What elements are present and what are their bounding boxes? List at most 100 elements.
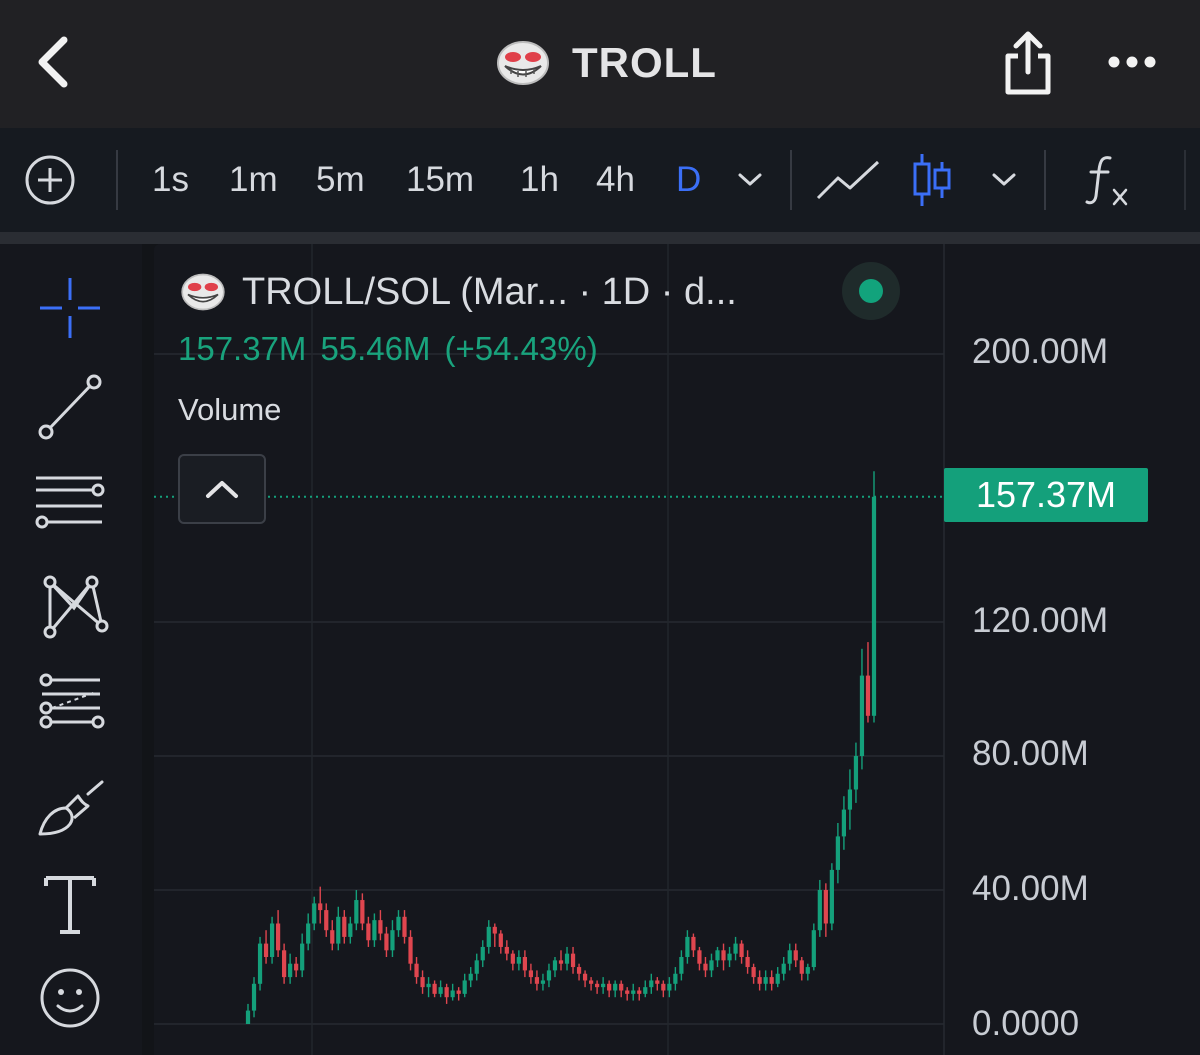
candle-body bbox=[595, 983, 600, 988]
candle-body bbox=[378, 920, 383, 934]
text-icon[interactable] bbox=[30, 864, 110, 944]
candle-body bbox=[402, 916, 407, 937]
market-status-dot bbox=[842, 262, 900, 320]
interval-4h[interactable]: 4h bbox=[596, 160, 635, 199]
interval-15m[interactable]: 15m bbox=[406, 160, 475, 199]
interval-1s[interactable]: 1s bbox=[152, 160, 189, 199]
troll-face-icon bbox=[181, 273, 225, 311]
interval-5m[interactable]: 5m bbox=[316, 160, 365, 199]
troll-face-icon bbox=[497, 41, 549, 85]
candle-body bbox=[582, 973, 588, 981]
candle-body bbox=[408, 936, 413, 964]
candle-body bbox=[649, 980, 654, 988]
candle-body bbox=[691, 936, 696, 951]
change-percent: (+54.43%) bbox=[444, 330, 598, 367]
fib-retracement-icon[interactable] bbox=[30, 666, 110, 746]
candle-body bbox=[504, 946, 509, 954]
candle-body bbox=[498, 933, 503, 947]
candle-body bbox=[769, 977, 774, 984]
candle-body bbox=[853, 756, 859, 790]
indicator-label[interactable]: Volume bbox=[178, 392, 282, 427]
candle-body bbox=[450, 990, 455, 998]
candle-body bbox=[444, 987, 449, 998]
candle-body bbox=[366, 923, 371, 941]
candle-body bbox=[661, 983, 666, 991]
candle-body bbox=[757, 977, 762, 984]
y-tick-label: 40.00M bbox=[972, 869, 1089, 908]
candle-body bbox=[643, 987, 648, 994]
interval-1h[interactable]: 1h bbox=[520, 160, 559, 199]
candle-body bbox=[396, 916, 401, 931]
candle-body bbox=[300, 943, 305, 971]
emoji-icon[interactable] bbox=[30, 958, 110, 1038]
line-chart-icon[interactable] bbox=[816, 158, 880, 202]
trend-line-icon[interactable] bbox=[30, 366, 110, 446]
symbol-row[interactable]: TROLL/SOL (Mar... · 1D · d... bbox=[180, 266, 737, 318]
share-icon[interactable] bbox=[998, 30, 1058, 98]
parallel-lines-icon[interactable] bbox=[30, 466, 110, 546]
crosshair-icon[interactable] bbox=[30, 268, 110, 348]
add-indicator-icon[interactable] bbox=[24, 154, 76, 206]
candle-body bbox=[552, 960, 558, 971]
candle-body bbox=[859, 675, 865, 756]
chevron-down-icon[interactable] bbox=[990, 168, 1018, 192]
candle-body bbox=[384, 933, 389, 951]
candle-body bbox=[739, 943, 744, 957]
brush-icon[interactable] bbox=[30, 764, 110, 844]
candle-body bbox=[251, 983, 257, 1011]
candle-body bbox=[288, 963, 293, 978]
candle-body bbox=[564, 953, 570, 964]
candle-body bbox=[763, 977, 768, 984]
candle-body bbox=[360, 900, 365, 924]
candle-body bbox=[330, 930, 335, 944]
candle-body bbox=[829, 869, 834, 924]
candle-body bbox=[558, 960, 564, 964]
candle-body bbox=[871, 496, 877, 716]
ohlc-values: 157.37M 55.46M (+54.43%) bbox=[178, 330, 612, 368]
candle-body bbox=[354, 900, 359, 924]
candle-body bbox=[306, 923, 311, 944]
candle-body bbox=[697, 950, 702, 964]
candle-body bbox=[275, 923, 281, 951]
candle-body bbox=[318, 903, 323, 911]
y-tick-label: 80.00M bbox=[972, 734, 1089, 773]
candle-body bbox=[480, 946, 485, 961]
candle-body bbox=[257, 943, 263, 984]
candle-body bbox=[637, 990, 642, 994]
chevron-down-icon[interactable] bbox=[736, 168, 764, 192]
candle-body bbox=[793, 950, 798, 961]
candle-body bbox=[540, 980, 546, 984]
drawing-tools-sidebar bbox=[0, 244, 142, 1055]
interval-d[interactable]: D bbox=[676, 160, 702, 199]
candle-body bbox=[312, 903, 317, 924]
candlestick-icon[interactable] bbox=[910, 152, 954, 208]
candle-body bbox=[534, 977, 540, 984]
function-icon[interactable] bbox=[1084, 152, 1134, 208]
candle-body bbox=[715, 950, 720, 961]
pattern-icon[interactable] bbox=[30, 566, 110, 646]
candle-body bbox=[263, 943, 269, 957]
candle-body bbox=[679, 957, 684, 974]
chevron-up-icon bbox=[206, 481, 238, 498]
y-tick-label: 0.0000 bbox=[972, 1004, 1080, 1043]
collapse-legend-button[interactable] bbox=[178, 454, 266, 524]
chevron-left-icon[interactable] bbox=[30, 30, 78, 94]
candle-body bbox=[805, 967, 810, 974]
candle-body bbox=[516, 957, 521, 964]
candle-body bbox=[372, 920, 377, 941]
candle-body bbox=[625, 990, 630, 994]
candle-body bbox=[709, 960, 714, 971]
candle-body bbox=[414, 963, 419, 978]
price-chart[interactable] bbox=[154, 244, 1200, 1055]
candle-body bbox=[426, 983, 431, 988]
candle-body bbox=[576, 967, 582, 974]
candle-body bbox=[245, 1010, 251, 1024]
chart-pane[interactable]: TROLL/SOL (Mar... · 1D · d... 157.37M 55.… bbox=[154, 244, 1200, 1055]
interval-1m[interactable]: 1m bbox=[229, 160, 278, 199]
candle-body bbox=[570, 953, 576, 968]
last-value: 157.37M bbox=[178, 330, 307, 367]
ellipsis-icon[interactable] bbox=[1106, 42, 1158, 82]
candle-body bbox=[282, 950, 287, 978]
candle-body bbox=[462, 980, 467, 994]
candle-body bbox=[588, 980, 594, 984]
